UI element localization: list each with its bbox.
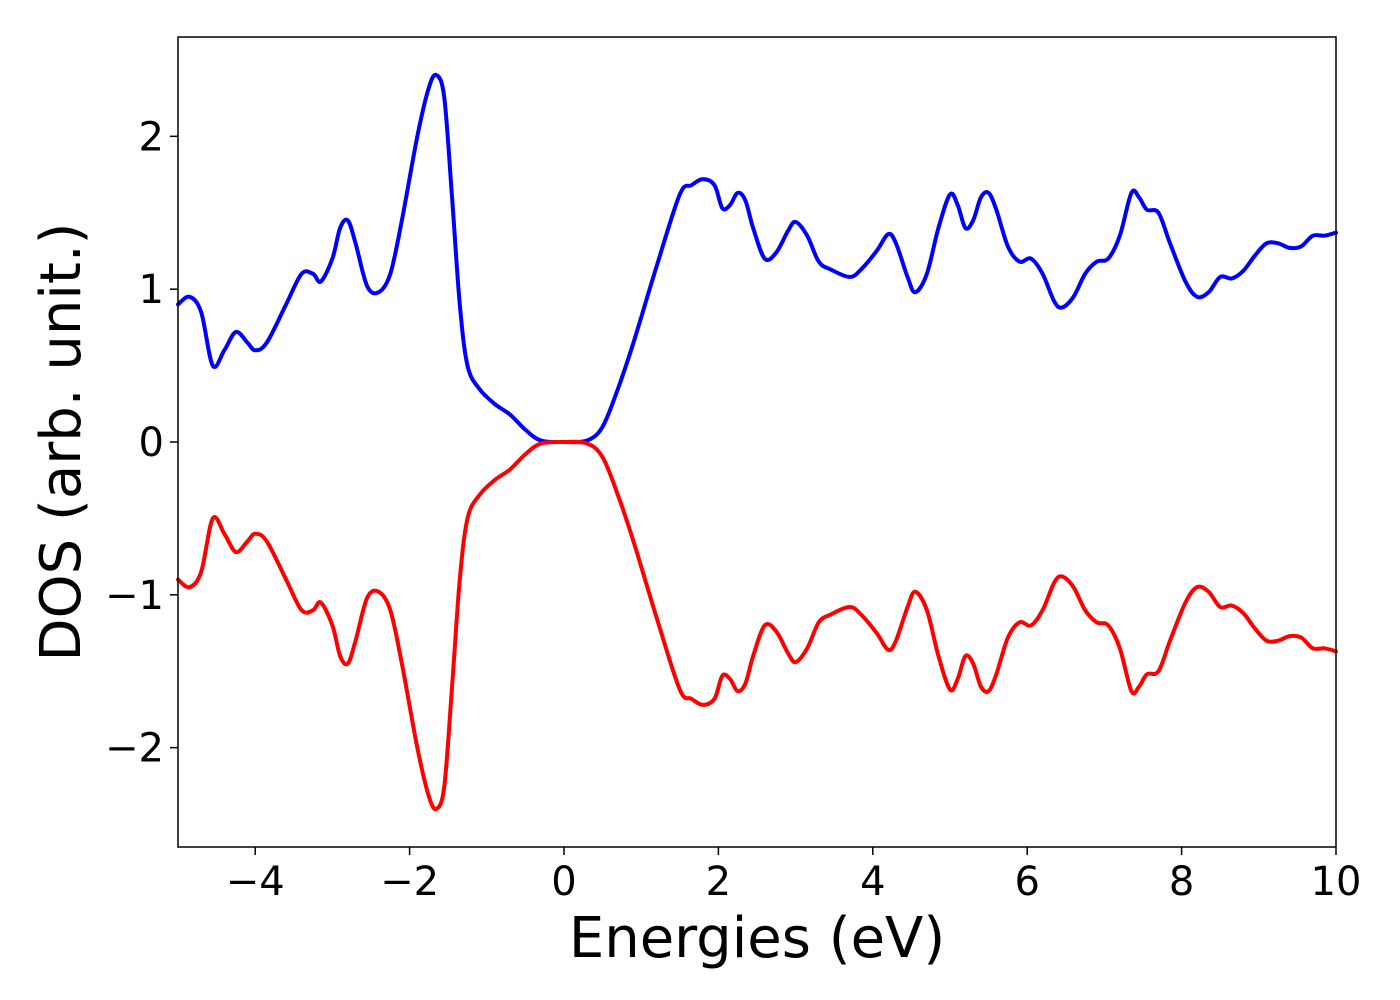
y-tick-label: −2 (105, 726, 164, 772)
x-tick-label: −4 (226, 859, 285, 905)
x-tick-label: 10 (1311, 859, 1362, 905)
x-tick-label: 2 (706, 859, 731, 905)
x-tick-label: −2 (380, 859, 439, 905)
x-axis-ticks: −4 −2 0 2 4 6 8 10 (226, 847, 1362, 905)
y-tick-label: 2 (139, 114, 164, 160)
series-line-2 (176, 439, 1338, 812)
x-tick-label: 6 (1014, 859, 1039, 905)
y-tick-label: 1 (139, 267, 164, 313)
x-tick-label: 4 (860, 859, 885, 905)
x-tick-label: 0 (551, 859, 576, 905)
x-axis-title: Energies (eV) (569, 906, 945, 971)
y-axis-ticks: −2 −1 0 1 2 (105, 114, 178, 772)
series-layer (176, 72, 1338, 812)
x-tick-label: 8 (1169, 859, 1194, 905)
y-tick-label: −1 (105, 573, 164, 619)
y-axis-title: DOS (arb. unit.) (29, 222, 94, 661)
series-line-1 (176, 72, 1338, 445)
y-tick-label: 0 (139, 420, 164, 466)
